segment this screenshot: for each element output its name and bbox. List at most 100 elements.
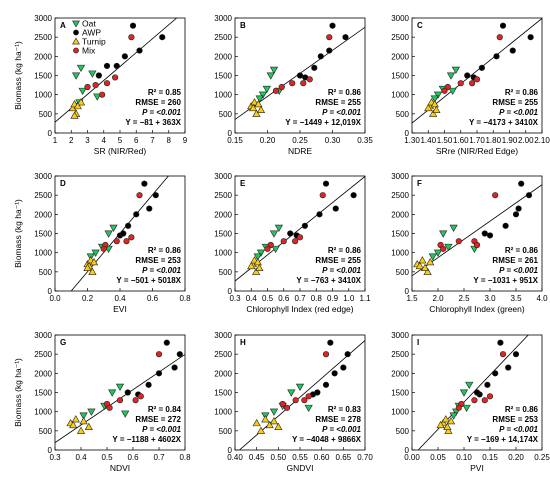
point-mix — [305, 393, 312, 400]
x-tick-label: 2.00 — [518, 136, 534, 145]
point-awp — [486, 232, 494, 239]
y-tick-label: 500 — [396, 110, 410, 119]
series-awp — [309, 339, 351, 398]
y-tick-label: 1500 — [214, 389, 232, 398]
x-tick-label: 0.25 — [534, 453, 550, 462]
series-turnip — [66, 415, 93, 434]
point-mix — [280, 238, 287, 245]
x-tick-label: 1.30 — [404, 136, 420, 145]
point-turnip — [443, 422, 452, 431]
point-mix — [441, 87, 448, 94]
point-oat — [433, 249, 443, 257]
panel-letter: H — [240, 338, 246, 347]
y-tick-label: 2500 — [34, 350, 52, 359]
y-tick-label: 2000 — [391, 210, 409, 219]
y-tick-label: 1500 — [34, 230, 52, 239]
x-tick-label: 0.7 — [294, 294, 306, 303]
point-turnip — [252, 109, 261, 117]
point-awp — [136, 47, 143, 54]
stat-equation: Y = −1031 + 951X — [473, 276, 538, 285]
stat-p: P = <0.001 — [499, 108, 538, 117]
point-oat — [104, 230, 113, 238]
point-turnip — [269, 417, 279, 425]
point-mix — [264, 245, 271, 252]
y-axis-label: Biomass (kg ha⁻¹) — [13, 199, 23, 268]
point-awp — [502, 222, 509, 229]
point-awp — [152, 192, 159, 199]
y-tick-label: 500 — [219, 268, 233, 277]
y-tick-label: 2000 — [391, 369, 409, 378]
stat-r2: R² = 0.86 — [505, 88, 539, 97]
series-oat — [253, 224, 283, 261]
point-awp — [133, 211, 140, 218]
series-oat — [430, 66, 460, 103]
series-awp — [296, 22, 349, 81]
point-awp — [121, 53, 128, 60]
point-awp — [103, 62, 111, 70]
series-mix — [272, 34, 333, 94]
y-tick-label: 0 — [48, 287, 53, 296]
x-tick-label: 0.2 — [82, 294, 94, 303]
point-mix — [113, 238, 120, 245]
x-tick-label: 0.40 — [227, 453, 243, 462]
point-awp — [473, 389, 481, 396]
x-tick-label: 0.4 — [246, 294, 258, 303]
y-tick-label: 2000 — [34, 369, 52, 378]
x-tick-label: 9 — [183, 136, 188, 145]
y-tick-label: 3000 — [34, 331, 52, 340]
point-oat — [274, 224, 283, 232]
point-oat — [462, 404, 471, 413]
point-turnip — [252, 418, 261, 427]
y-tick-label: 2500 — [214, 191, 232, 200]
y-axis-label: Biomass (kg ha⁻¹) — [13, 358, 23, 427]
x-tick-label: 0.0 — [49, 294, 61, 303]
series-turnip — [68, 98, 86, 119]
point-oat — [72, 72, 81, 80]
point-awp — [314, 389, 321, 396]
series-turnip — [424, 98, 441, 117]
panel-g: 0.3 0.4 0.5 0.6 0.7 0.8 0 500 1000 1500 2000 2500 30… — [13, 331, 191, 473]
series-awp — [124, 339, 183, 398]
legend-item: Oat — [72, 19, 96, 29]
point-awp — [332, 205, 339, 212]
point-mix — [123, 238, 130, 245]
point-mix — [128, 34, 135, 41]
point-awp — [287, 230, 294, 237]
x-tick-label: 5 — [118, 136, 123, 145]
point-awp — [322, 180, 330, 187]
x-tick-label: 0.65 — [336, 453, 352, 462]
point-awp — [484, 381, 491, 388]
x-tick-label: 4.0 — [536, 294, 548, 303]
point-turnip — [415, 261, 424, 270]
point-awp — [344, 351, 351, 358]
x-tick-label: 0.60 — [314, 453, 330, 462]
point-oat — [253, 253, 262, 261]
series-turnip — [413, 256, 435, 275]
y-tick-label: 1000 — [214, 408, 232, 417]
x-tick-label: 1 — [53, 136, 58, 145]
x-tick-label: 0.5 — [262, 294, 274, 303]
x-tick-label: 0.00 — [404, 453, 420, 462]
point-oat — [256, 249, 266, 257]
point-turnip — [420, 263, 430, 272]
point-turnip — [88, 267, 97, 275]
x-tick-label: 0.8 — [179, 453, 191, 462]
stat-equation: Y = −4048 + 9866X — [292, 435, 362, 444]
point-turnip — [250, 98, 259, 106]
stat-rmse: RMSE = 255 — [315, 256, 361, 265]
x-tick-label: 4 — [102, 136, 107, 145]
point-oat — [444, 243, 453, 252]
x-axis-label: NDRE — [288, 146, 312, 156]
stat-r2: R² = 0.83 — [328, 405, 362, 414]
point-awp — [155, 370, 163, 377]
stat-equation: Y = −1449 + 12,019X — [285, 118, 361, 127]
point-turnip — [441, 415, 450, 423]
point-mix — [116, 397, 124, 404]
point-oat — [269, 408, 279, 416]
x-tick-label: 0.55 — [292, 453, 308, 462]
panel-letter: F — [417, 179, 422, 188]
x-tick-label: 2.5 — [458, 294, 470, 303]
point-awp — [327, 339, 334, 346]
legend-label: Mix — [82, 46, 96, 56]
